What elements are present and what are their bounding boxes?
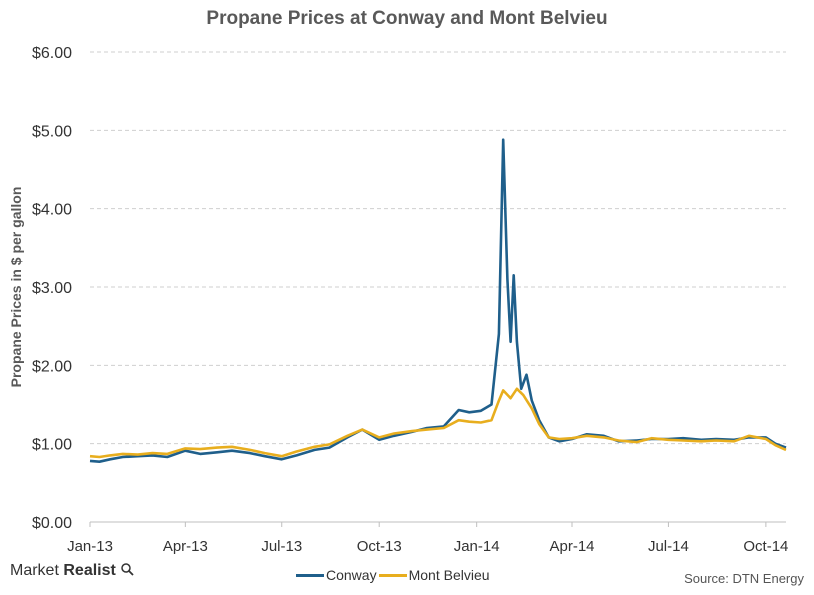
market-realist-logo: Market Realist [10, 562, 134, 580]
chart-title: Propane Prices at Conway and Mont Belvie… [206, 8, 608, 29]
y-tick-label: $6.00 [32, 45, 72, 62]
series-line-conway [89, 138, 787, 463]
legend-label-mont-belvieu: Mont Belvieu [408, 567, 490, 583]
magnifier-icon [121, 563, 134, 576]
y-tick-label: $5.00 [32, 123, 72, 140]
x-tick-label: Jul-14 [648, 538, 689, 555]
x-tick-label: Apr-13 [163, 538, 208, 555]
x-tick-label: Apr-14 [549, 538, 594, 555]
series-lines [89, 138, 787, 463]
y-tick-label: $1.00 [32, 437, 72, 454]
legend-item-mont-belvieu: Mont Belvieu [378, 567, 490, 583]
legend-swatch-mont-belvieu [378, 573, 407, 577]
legend-label-conway: Conway [326, 567, 377, 583]
x-tick-label: Oct-13 [357, 538, 402, 555]
logo-prefix: Market [10, 562, 59, 579]
y-tick-label: $3.00 [32, 280, 72, 297]
x-tick-label: Jan-13 [67, 538, 113, 555]
grid-lines [90, 51, 786, 445]
legend-item-conway: Conway [296, 567, 377, 583]
logo-suffix: Realist [63, 562, 116, 579]
y-tick-label: $2.00 [32, 358, 72, 375]
y-axis-label: Propane Prices in $ per gallon [8, 187, 24, 388]
y-tick-label: $4.00 [32, 202, 72, 219]
x-tick-label: Jan-14 [454, 538, 500, 555]
x-tick-label: Jul-13 [261, 538, 302, 555]
legend: Conway Mont Belvieu [296, 567, 492, 583]
y-tick-label: $0.00 [32, 515, 72, 532]
series-line-mont-belvieu [89, 387, 787, 459]
axes: $0.00 $1.00 $2.00 $3.00 $4.00 $5.00 $6.00 Jan-1… [32, 45, 788, 555]
source-note: Source: DTN Energy [684, 571, 804, 586]
legend-swatch-conway [296, 573, 324, 577]
x-tick-label: Oct-14 [743, 538, 788, 555]
